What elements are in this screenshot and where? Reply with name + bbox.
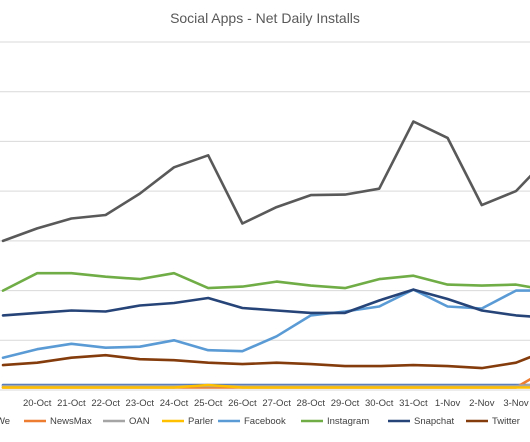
series-line-8 [1, 120, 530, 243]
series-line-3 [1, 383, 530, 389]
legend-label: Twitter [492, 416, 520, 427]
legend-label: Instagram [327, 416, 369, 427]
x-tick-label: 27-Oct [262, 398, 291, 409]
series-line-6 [1, 288, 530, 318]
x-tick-label: 23-Oct [126, 398, 155, 409]
series-line-2 [1, 383, 530, 388]
legend-item: Parler [162, 416, 213, 427]
legend-item: Snapchat [388, 416, 455, 427]
x-tick-label: 28-Oct [297, 398, 326, 409]
x-tick-label: 30-Oct [365, 398, 394, 409]
x-tick-label: 25-Oct [194, 398, 223, 409]
x-axis-ticks: 20-Oct 21-Oct 22-Oct 23-Oct 24-Oct 25-Oct 26-O… [23, 398, 529, 409]
legend-item: Instagram [301, 416, 369, 427]
legend-label: OAN [129, 416, 150, 427]
chart-title: Social Apps - Net Daily Installs [170, 10, 360, 26]
x-tick-label: 29-Oct [331, 398, 360, 409]
x-tick-label: 31-Oct [399, 398, 428, 409]
legend-label: Facebook [244, 416, 286, 427]
series-lines [1, 120, 530, 389]
legend-item: NewsMax [24, 416, 92, 427]
legend: We NewsMax OAN Parler Facebook Instagram Snapc… [0, 416, 520, 427]
series-line-5 [1, 271, 530, 292]
legend-label: Parler [188, 416, 213, 427]
legend-item: Twitter [466, 416, 520, 427]
series-line-7 [1, 353, 530, 370]
series-line-0 [1, 383, 530, 387]
x-tick-label: 24-Oct [160, 398, 189, 409]
legend-label: NewsMax [50, 416, 92, 427]
x-tick-label: 1-Nov [435, 398, 461, 409]
x-tick-label: 22-Oct [91, 398, 120, 409]
x-tick-label: 26-Oct [228, 398, 257, 409]
series-line-4 [1, 288, 530, 360]
legend-label: Snapchat [414, 416, 455, 427]
x-tick-label: 20-Oct [23, 398, 52, 409]
legend-item: Facebook [218, 416, 286, 427]
legend-item: We [0, 416, 10, 427]
gridlines [0, 41, 530, 391]
legend-item: OAN [103, 416, 150, 427]
x-tick-label: 3-Nov [503, 398, 529, 409]
x-tick-label: 21-Oct [57, 398, 86, 409]
x-tick-label: 2-Nov [469, 398, 495, 409]
legend-label: We [0, 416, 10, 427]
